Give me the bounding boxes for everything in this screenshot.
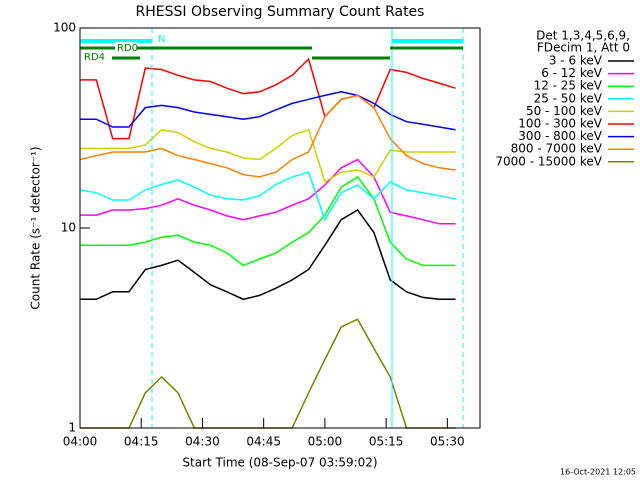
legend-label: 12 - 25 keV <box>534 79 603 93</box>
series-line <box>80 128 456 184</box>
series-line <box>80 57 456 140</box>
x-tick-label: 04:00 <box>63 435 98 449</box>
series-line <box>79 171 456 222</box>
legend-header: FDecim 1, Att 0 <box>537 41 630 55</box>
series-line <box>80 175 456 267</box>
label-bg <box>115 42 137 53</box>
series-line <box>80 209 456 301</box>
legend-label: 25 - 50 keV <box>534 91 603 105</box>
legend-header: Det 1,3,4,5,6,9, <box>536 29 630 43</box>
y-tick-label: 1 <box>68 421 76 435</box>
y-axis-label: Count Rate (s⁻¹ detector⁻¹) <box>29 146 43 309</box>
y-tick-label: 100 <box>53 21 76 35</box>
annotation: N <box>158 34 165 45</box>
series-line <box>80 318 456 429</box>
x-tick-label: 04:15 <box>124 435 159 449</box>
x-tick-label: 04:30 <box>185 435 220 449</box>
legend-label: 800 - 7000 keV <box>511 142 603 156</box>
series-line <box>79 94 456 178</box>
x-tick-label: 04:45 <box>246 435 281 449</box>
series-line <box>80 158 456 225</box>
x-tick-label: 05:00 <box>308 435 343 449</box>
x-tick-label: 05:15 <box>369 435 404 449</box>
x-axis-label: Start Time (08-Sep-07 03:59:02) <box>182 456 377 470</box>
footer: 16-Oct-2021 12:05 <box>560 468 636 477</box>
series-line <box>80 91 456 131</box>
flag-markers: N RD0 RD4 <box>79 28 464 428</box>
chart-title: RHESSI Observing Summary Count Rates <box>136 4 425 20</box>
legend-label: 7000 - 15000 keV <box>495 154 602 168</box>
legend-label: 3 - 6 keV <box>549 54 603 68</box>
legend-label: 300 - 800 keV <box>518 129 602 143</box>
annotation: RD0 <box>117 43 138 54</box>
legend-label: 50 - 100 keV <box>526 104 603 118</box>
legend-label: 100 - 300 keV <box>518 117 602 131</box>
y-tick-label: 10 <box>61 221 76 235</box>
x-tick-label: 05:30 <box>430 435 465 449</box>
annotation: RD4 <box>84 52 105 63</box>
plot-area <box>79 57 456 429</box>
legend-label: 6 - 12 keV <box>541 66 603 80</box>
